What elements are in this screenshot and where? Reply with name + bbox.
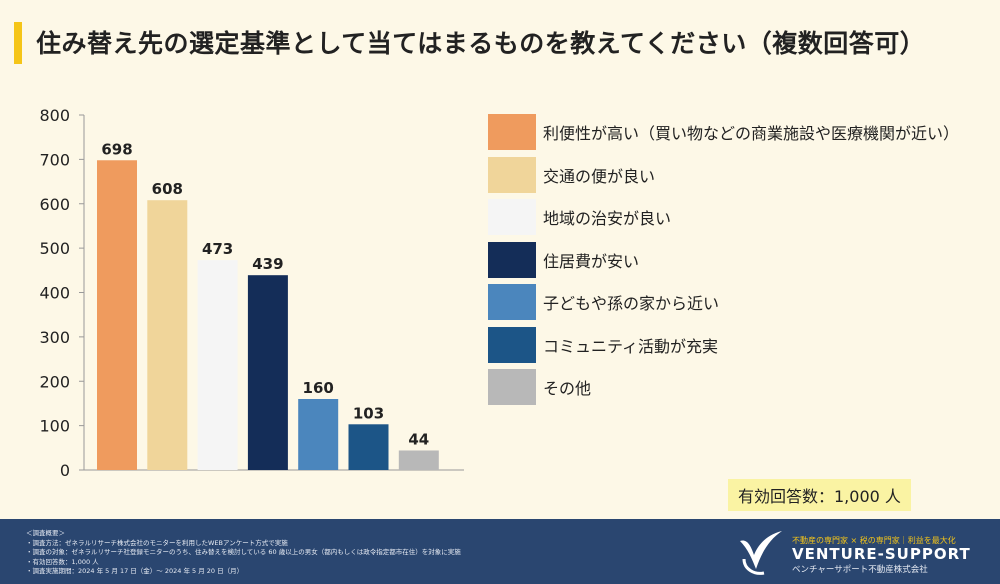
bars-group — [97, 160, 439, 470]
legend-swatch — [488, 199, 536, 235]
legend-label: 住居費が安い — [543, 251, 640, 271]
legend-swatch — [488, 241, 536, 278]
survey-note-line: ・調査実施期間：2024 年 5 月 17 日（金）～ 2024 年 5 月 2… — [26, 567, 244, 575]
bar-data-label: 160 — [303, 379, 334, 397]
data-labels-group: 698 608 473 439 160 103 44 — [101, 140, 429, 448]
y-tick-label: 400 — [39, 284, 70, 303]
legend-item: その他 — [488, 369, 959, 405]
y-tick-label: 0 — [60, 461, 70, 480]
bar — [97, 160, 137, 470]
legend-label: 利便性が高い（買い物などの商業施設や医療機関が近い） — [543, 124, 960, 143]
page-title: 住み替え先の選定基準として当てはまるものを教えてください（複数回答可） — [36, 29, 926, 58]
legend-swatch — [488, 284, 536, 320]
checkmark-logo-icon — [740, 531, 782, 575]
title-accent-bar — [14, 22, 22, 64]
company-logo: 不動産の専門家 × 税の専門家｜利益を最大化 VENTURE-SUPPORT ベ… — [736, 525, 996, 581]
logo-tagline: 不動産の専門家 × 税の専門家｜利益を最大化 — [792, 536, 956, 545]
bar-data-label: 439 — [252, 255, 283, 273]
legend-swatch — [488, 369, 536, 405]
legend-label: 地域の治安が良い — [543, 209, 672, 228]
y-tick-label: 600 — [39, 195, 70, 214]
bar — [147, 200, 188, 470]
bar-data-label: 44 — [408, 430, 429, 448]
y-tick-label: 500 — [39, 239, 70, 258]
bar — [197, 260, 238, 470]
chart-legend: 利便性が高い（買い物などの商業施設や医療機関が近い） 交通の便が良い 地域の治安が良… — [488, 114, 959, 412]
legend-item: 利便性が高い（買い物などの商業施設や医療機関が近い） — [488, 114, 959, 150]
legend-swatch — [488, 114, 536, 150]
survey-note-line: ・調査方法：ゼネラルリサーチ株式会社のモニターを利用したWEBアンケート方式で実… — [26, 538, 288, 547]
legend-item: 子どもや孫の家から近い — [488, 284, 959, 320]
legend-item: 住居費が安い — [488, 241, 959, 278]
logo-name: VENTURE-SUPPORT — [792, 545, 971, 563]
survey-note-line: ・有効回答数：1,000 人 — [26, 557, 99, 566]
legend-swatch — [488, 326, 536, 363]
legend-label: その他 — [543, 379, 592, 398]
y-tick-label: 100 — [39, 417, 70, 436]
respondent-count: 有効回答数：1,000 人 — [728, 479, 911, 511]
bar — [348, 424, 389, 470]
legend-label: 交通の便が良い — [543, 166, 656, 186]
bar — [398, 450, 439, 470]
survey-note-line: ＜調査概要＞ — [26, 529, 65, 537]
bar-chart: 0 100 200 300 400 500 600 700 800 698 608 473 439 16… — [39, 106, 464, 480]
legend-item: コミュニティ活動が充実 — [488, 326, 959, 363]
legend-item: 交通の便が良い — [488, 156, 959, 193]
bar-data-label: 608 — [152, 180, 183, 198]
bar — [298, 399, 339, 470]
y-tick-label: 700 — [39, 150, 70, 169]
legend-label: 子どもや孫の家から近い — [543, 294, 720, 313]
bar-data-label: 103 — [353, 404, 384, 422]
y-tick-label: 300 — [39, 328, 70, 347]
legend-swatch — [488, 156, 536, 193]
legend-label: コミュニティ活動が充実 — [543, 336, 719, 356]
y-tick-label: 200 — [39, 372, 70, 391]
legend-item: 地域の治安が良い — [488, 199, 959, 235]
bar-data-label: 473 — [202, 240, 233, 258]
bar — [247, 275, 288, 470]
survey-note-line: ・調査の対象：ゼネラルリサーチ社登録モニターのうち、住み替えを検討している 60… — [26, 548, 461, 556]
bar-data-label: 698 — [101, 140, 132, 158]
footer: ＜調査概要＞ ・調査方法：ゼネラルリサーチ株式会社のモニターを利用したWEBアン… — [0, 519, 1000, 584]
survey-notes: ＜調査概要＞ ・調査方法：ゼネラルリサーチ株式会社のモニターを利用したWEBアン… — [26, 529, 461, 577]
y-tick-label: 800 — [39, 106, 70, 125]
logo-company-name: ベンチャーサポート不動産株式会社 — [792, 565, 928, 575]
